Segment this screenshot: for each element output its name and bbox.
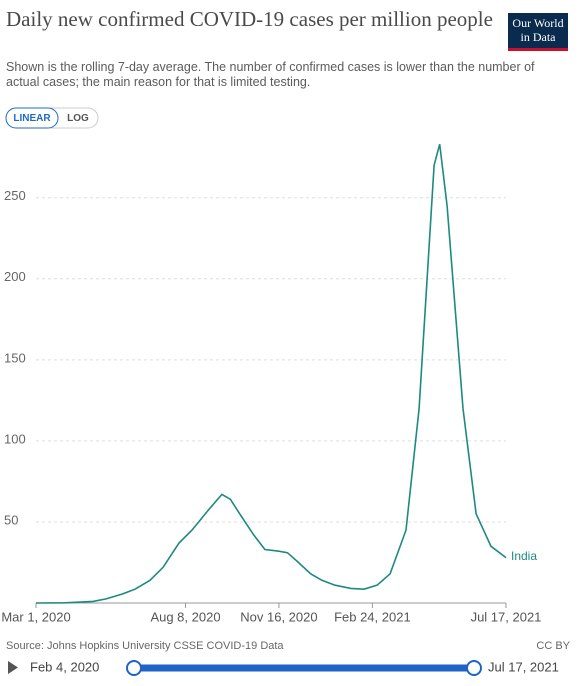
timeline-handle[interactable] — [466, 660, 482, 676]
x-tick-label: Feb 24, 2021 — [334, 609, 411, 624]
logo-strip — [508, 48, 568, 51]
x-tick-label: Jul 17, 2021 — [471, 609, 542, 624]
series-label: India — [511, 549, 537, 563]
subtitle-box: Shown is the rolling 7-day average. The … — [6, 60, 535, 89]
x-tick-label: Nov 16, 2020 — [240, 609, 317, 624]
y-tick-label: 250 — [4, 188, 26, 203]
x-tick-label: Mar 1, 2020 — [1, 609, 70, 624]
timeline-handle[interactable] — [126, 660, 142, 676]
title-box: Daily new confirmed COVID-19 cases per m… — [6, 8, 493, 31]
series-line — [35, 143, 507, 604]
chart-title: Daily new confirmed COVID-19 cases per m… — [6, 8, 493, 31]
source: Source: Johns Hopkins University CSSE CO… — [6, 640, 284, 652]
y-tick-label: 50 — [4, 512, 18, 527]
y-tick-label: 200 — [4, 269, 26, 284]
chart-subtitle: Shown is the rolling 7-day average. The … — [6, 60, 535, 89]
play-button[interactable] — [8, 661, 18, 674]
timeline-start: Feb 4, 2020 — [30, 659, 99, 674]
logo — [508, 13, 568, 51]
x-tick-label: Aug 8, 2020 — [150, 609, 220, 624]
y-tick-label: 150 — [4, 350, 26, 365]
linear-button[interactable] — [5, 107, 59, 129]
logo-text: Our World — [512, 16, 563, 30]
license: CC BY — [536, 640, 570, 652]
logo-text: in Data — [521, 30, 557, 44]
linear-label: LINEAR — [13, 113, 51, 124]
timeline-end: Jul 17, 2021 — [488, 659, 559, 674]
log-button[interactable]: LOG — [67, 113, 89, 124]
y-tick-label: 100 — [4, 431, 26, 446]
